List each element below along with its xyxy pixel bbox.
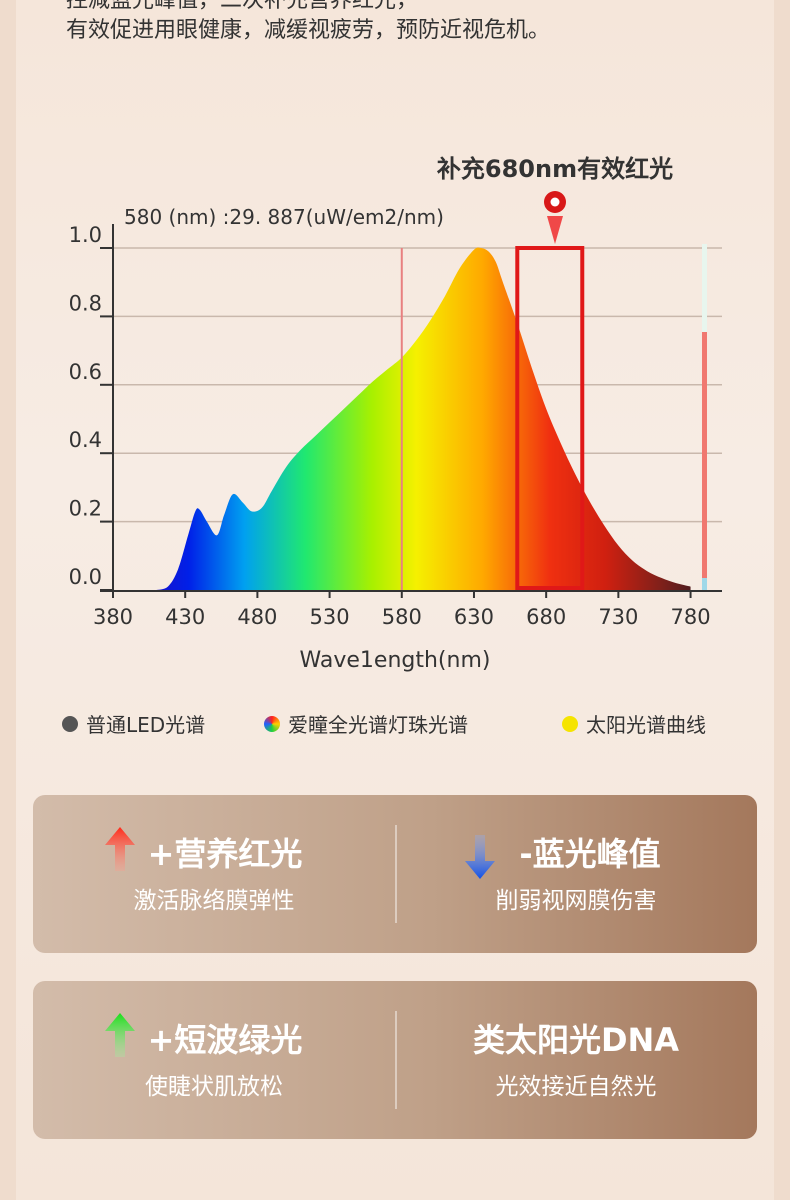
benefit-cell: 类太阳光DNA 光效接近自然光	[395, 981, 757, 1139]
legend-item: 爱瞳全光谱灯珠光谱	[264, 709, 468, 738]
arrow-up-green-icon	[105, 1013, 135, 1057]
legend-item: 太阳光谱曲线	[562, 709, 706, 738]
benefit-subtitle: 削弱视网膜伤害	[495, 888, 657, 914]
benefit-cell: -蓝光峰值 削弱视网膜伤害	[395, 795, 757, 953]
intro-line: 控减蓝光峰值，二次补充营养红光，	[66, 0, 419, 13]
legend-label: 爱瞳全光谱灯珠光谱	[288, 713, 468, 737]
x-tick-label: 630	[454, 605, 494, 629]
spectrum-chart: 0.0 0.2 0.4 0.6 0.8 1.0 380 430 480 530 580 630 680…	[69, 155, 722, 673]
card-divider	[395, 825, 397, 923]
x-axis-label: Wave1ength(nm)	[300, 648, 491, 673]
rainbow-dot-icon	[264, 715, 280, 732]
benefit-subtitle: 光效接近自然光	[495, 1074, 657, 1100]
benefit-subtitle: 使睫状肌放松	[145, 1074, 283, 1100]
x-tick-label: 380	[93, 605, 133, 629]
arrow-up-red-icon	[105, 827, 135, 871]
y-tick-label: 0.0	[69, 565, 102, 589]
x-tick-label: 580	[382, 605, 422, 629]
y-tick-label: 0.2	[69, 497, 102, 521]
benefit-title: -蓝光峰值	[519, 835, 661, 873]
highlight-680-box	[515, 246, 585, 590]
benefit-cell: +营养红光 激活脉络膜弹性	[33, 795, 395, 953]
benefit-title: +短波绿光	[147, 1021, 303, 1059]
benefit-card: +短波绿光 使睫状肌放松 类太阳光DNA 光效接近自然光	[33, 981, 757, 1139]
callout-marker-icon	[544, 191, 566, 244]
spectrum-area	[156, 247, 691, 590]
x-tick-label: 680	[526, 605, 566, 629]
y-tick-labels: 0.0 0.2 0.4 0.6 0.8 1.0	[69, 223, 113, 591]
intro-line: 有效促进用眼健康，减缓视疲劳，预防近视危机。	[66, 18, 551, 43]
y-tick-label: 1.0	[69, 223, 102, 247]
right-scale-bar	[702, 244, 707, 590]
legend-label: 普通LED光谱	[86, 713, 206, 737]
legend-item: 普通LED光谱	[62, 709, 205, 738]
legend-dot-icon	[62, 715, 78, 732]
y-tick-label: 0.6	[69, 360, 102, 384]
x-tick-labels: 380 430 480 530 580 630 680 730 780	[93, 591, 711, 629]
x-tick-label: 530	[310, 605, 350, 629]
legend-dot-icon	[562, 715, 578, 732]
x-tick-label: 730	[598, 605, 638, 629]
y-tick-label: 0.8	[69, 291, 102, 315]
page-edge-right	[774, 0, 790, 1200]
card-divider	[395, 1011, 397, 1109]
x-tick-label: 780	[671, 605, 711, 629]
benefit-title: +营养红光	[147, 835, 303, 873]
callout-label: 补充680nm有效红光	[437, 155, 673, 183]
x-tick-label: 480	[237, 605, 277, 629]
arrow-down-blue-icon	[465, 835, 495, 879]
chart-legend: 普通LED光谱 爱瞳全光谱灯珠光谱 太阳光谱曲线	[0, 709, 790, 739]
benefit-title: 类太阳光DNA	[472, 1021, 680, 1059]
benefit-cell: +短波绿光 使睫状肌放松	[33, 981, 395, 1139]
benefit-card: +营养红光 激活脉络膜弹性 -蓝光峰值 削弱视网膜伤害	[33, 795, 757, 953]
readout-label: 580 (nm) :29. 887(uW/em2/nm)	[124, 205, 444, 229]
page-edge-left	[0, 0, 16, 1200]
benefit-subtitle: 激活脉络膜弹性	[133, 888, 295, 914]
legend-label: 太阳光谱曲线	[586, 713, 706, 737]
y-tick-label: 0.4	[69, 428, 102, 452]
intro-text: 控减蓝光峰值，二次补充营养红光， 有效促进用眼健康，减缓视疲劳，预防近视危机。	[66, 0, 550, 46]
x-tick-label: 430	[165, 605, 205, 629]
